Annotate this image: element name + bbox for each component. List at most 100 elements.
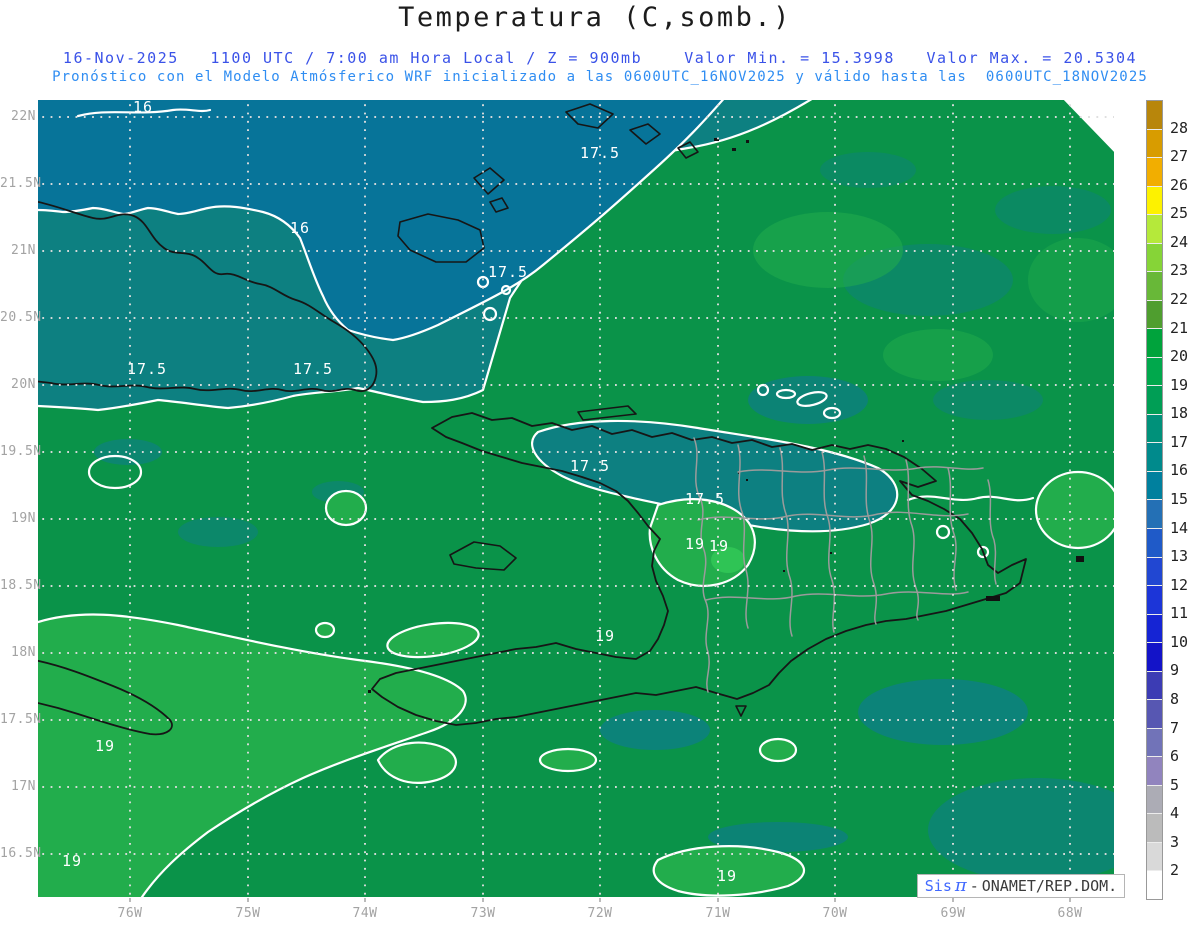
colorbar-label-3: 3 bbox=[1170, 832, 1180, 851]
lat-label-19.5N: 19.5N bbox=[0, 444, 42, 459]
colorbar-label-7: 7 bbox=[1170, 718, 1180, 737]
colorbar-label-19: 19 bbox=[1170, 375, 1189, 394]
turks-cay bbox=[732, 148, 736, 151]
colorbar-segment-1 bbox=[1147, 129, 1162, 159]
warm-patch bbox=[538, 747, 598, 773]
colorbar-label-20: 20 bbox=[1170, 347, 1189, 366]
colorbar-label-23: 23 bbox=[1170, 261, 1189, 280]
teal-patch bbox=[708, 822, 848, 852]
lon-label-76W: 76W bbox=[117, 906, 143, 921]
contour-label-19: 19 bbox=[685, 535, 705, 553]
terrain-speck bbox=[783, 570, 785, 572]
colorbar-label-8: 8 bbox=[1170, 690, 1180, 708]
cuba-coastline bbox=[38, 200, 378, 393]
map-gridlines bbox=[38, 100, 1114, 897]
lon-tick-75W bbox=[247, 898, 249, 902]
teal-patch bbox=[94, 439, 162, 465]
colorbar-label-11: 11 bbox=[1170, 604, 1189, 623]
colorbar-segment-17 bbox=[1147, 586, 1162, 615]
warm-core bbox=[711, 547, 745, 573]
contour-label-17.5: 17.5 bbox=[685, 490, 725, 508]
bahama-cay bbox=[629, 123, 661, 145]
contour-16-top bbox=[76, 108, 212, 118]
colorbar-segment-3 bbox=[1147, 186, 1162, 216]
colorbar-segment-0 bbox=[1147, 101, 1162, 130]
lon-tick-74W bbox=[364, 898, 366, 902]
bright-green-patches bbox=[38, 212, 1114, 897]
crooked-acklins-cays bbox=[565, 103, 614, 129]
little-inagua-island bbox=[489, 197, 509, 213]
field-blue-zone-16-contour bbox=[38, 100, 725, 342]
teal-patch bbox=[995, 186, 1111, 234]
teal-patch bbox=[858, 679, 1028, 745]
subtitle-model-info: Pronóstico con el Modelo Atmósferico WRF… bbox=[52, 69, 1148, 85]
lat-label-18N: 18N bbox=[11, 645, 36, 660]
colorbar-label-24: 24 bbox=[1170, 232, 1189, 251]
warm-patch-southwest bbox=[38, 613, 467, 897]
teal-patch bbox=[178, 517, 258, 547]
saona-island bbox=[986, 596, 1000, 601]
terrain-speck bbox=[830, 552, 832, 554]
colorbar-segment-24 bbox=[1147, 785, 1162, 815]
credit-app-name: Sis bbox=[924, 877, 952, 895]
colorbar-segment-2 bbox=[1147, 158, 1162, 187]
jamaica-coastline bbox=[38, 659, 173, 736]
colorbar-label-18: 18 bbox=[1170, 404, 1189, 423]
colorbar-segment-13 bbox=[1147, 471, 1162, 501]
subtitle-valid-time: 16-Nov-2025 1100 UTC / 7:00 am Hora Loca… bbox=[62, 49, 1138, 67]
colorbar-segment-23 bbox=[1147, 757, 1162, 786]
colorbar-label-26: 26 bbox=[1170, 175, 1189, 194]
lon-label-74W: 74W bbox=[352, 906, 378, 921]
contour-label-16: 16 bbox=[133, 100, 153, 116]
colorbar-label-17: 17 bbox=[1170, 432, 1189, 451]
lon-label-68W: 68W bbox=[1057, 906, 1083, 921]
navassa-island bbox=[368, 690, 371, 693]
contour-label-16: 16 bbox=[290, 219, 310, 237]
credit-dash: - bbox=[969, 877, 979, 895]
colorbar-segment-10 bbox=[1147, 386, 1162, 415]
teal-patch bbox=[933, 380, 1043, 420]
temperature-colorbar bbox=[1146, 100, 1163, 900]
contour-loop bbox=[756, 383, 770, 397]
map-corner-white-wedge bbox=[1063, 100, 1114, 152]
credit-box: Sis π - ONAMET/REP.DOM. bbox=[917, 874, 1125, 898]
contour-label-19: 19 bbox=[595, 627, 615, 645]
contour-label-17.5: 17.5 bbox=[293, 360, 333, 378]
lon-tick-73W bbox=[482, 898, 484, 902]
warm-patch bbox=[1028, 238, 1114, 322]
lon-label-70W: 70W bbox=[822, 906, 848, 921]
warm-patch bbox=[376, 741, 457, 784]
lat-label-17N: 17N bbox=[11, 779, 36, 794]
pi-symbol: π bbox=[954, 875, 967, 896]
lat-label-18.5N: 18.5N bbox=[0, 578, 42, 593]
mona-island bbox=[1076, 556, 1084, 562]
colorbar-segment-27 bbox=[1147, 871, 1162, 899]
contour-label-19: 19 bbox=[717, 867, 737, 885]
contour-loop bbox=[796, 391, 828, 407]
colorbar-label-16: 16 bbox=[1170, 461, 1189, 480]
tortue-island bbox=[577, 405, 637, 421]
teal-patch bbox=[820, 152, 916, 188]
colorbar-segment-11 bbox=[1147, 414, 1162, 444]
colorbar-label-27: 27 bbox=[1170, 147, 1189, 166]
lat-label-20N: 20N bbox=[11, 377, 36, 392]
lon-tick-76W bbox=[129, 898, 131, 902]
colorbar-segment-21 bbox=[1147, 700, 1162, 729]
colorbar-label-6: 6 bbox=[1170, 747, 1180, 766]
warm-patch bbox=[883, 329, 993, 381]
teal-patch bbox=[600, 710, 710, 750]
credit-org: ONAMET/REP.DOM. bbox=[981, 877, 1118, 895]
contour-loop bbox=[775, 388, 797, 400]
colorbar-label-9: 9 bbox=[1170, 661, 1180, 680]
teal-patch bbox=[928, 778, 1114, 882]
lon-tick-71W bbox=[717, 898, 719, 902]
colorbar-segment-12 bbox=[1147, 443, 1162, 472]
colorbar-label-13: 13 bbox=[1170, 547, 1189, 566]
colorbar-segment-7 bbox=[1147, 300, 1162, 330]
colorbar-segment-26 bbox=[1147, 842, 1162, 872]
lat-label-16.5N: 16.5N bbox=[0, 846, 42, 861]
teal-patch bbox=[748, 376, 868, 424]
